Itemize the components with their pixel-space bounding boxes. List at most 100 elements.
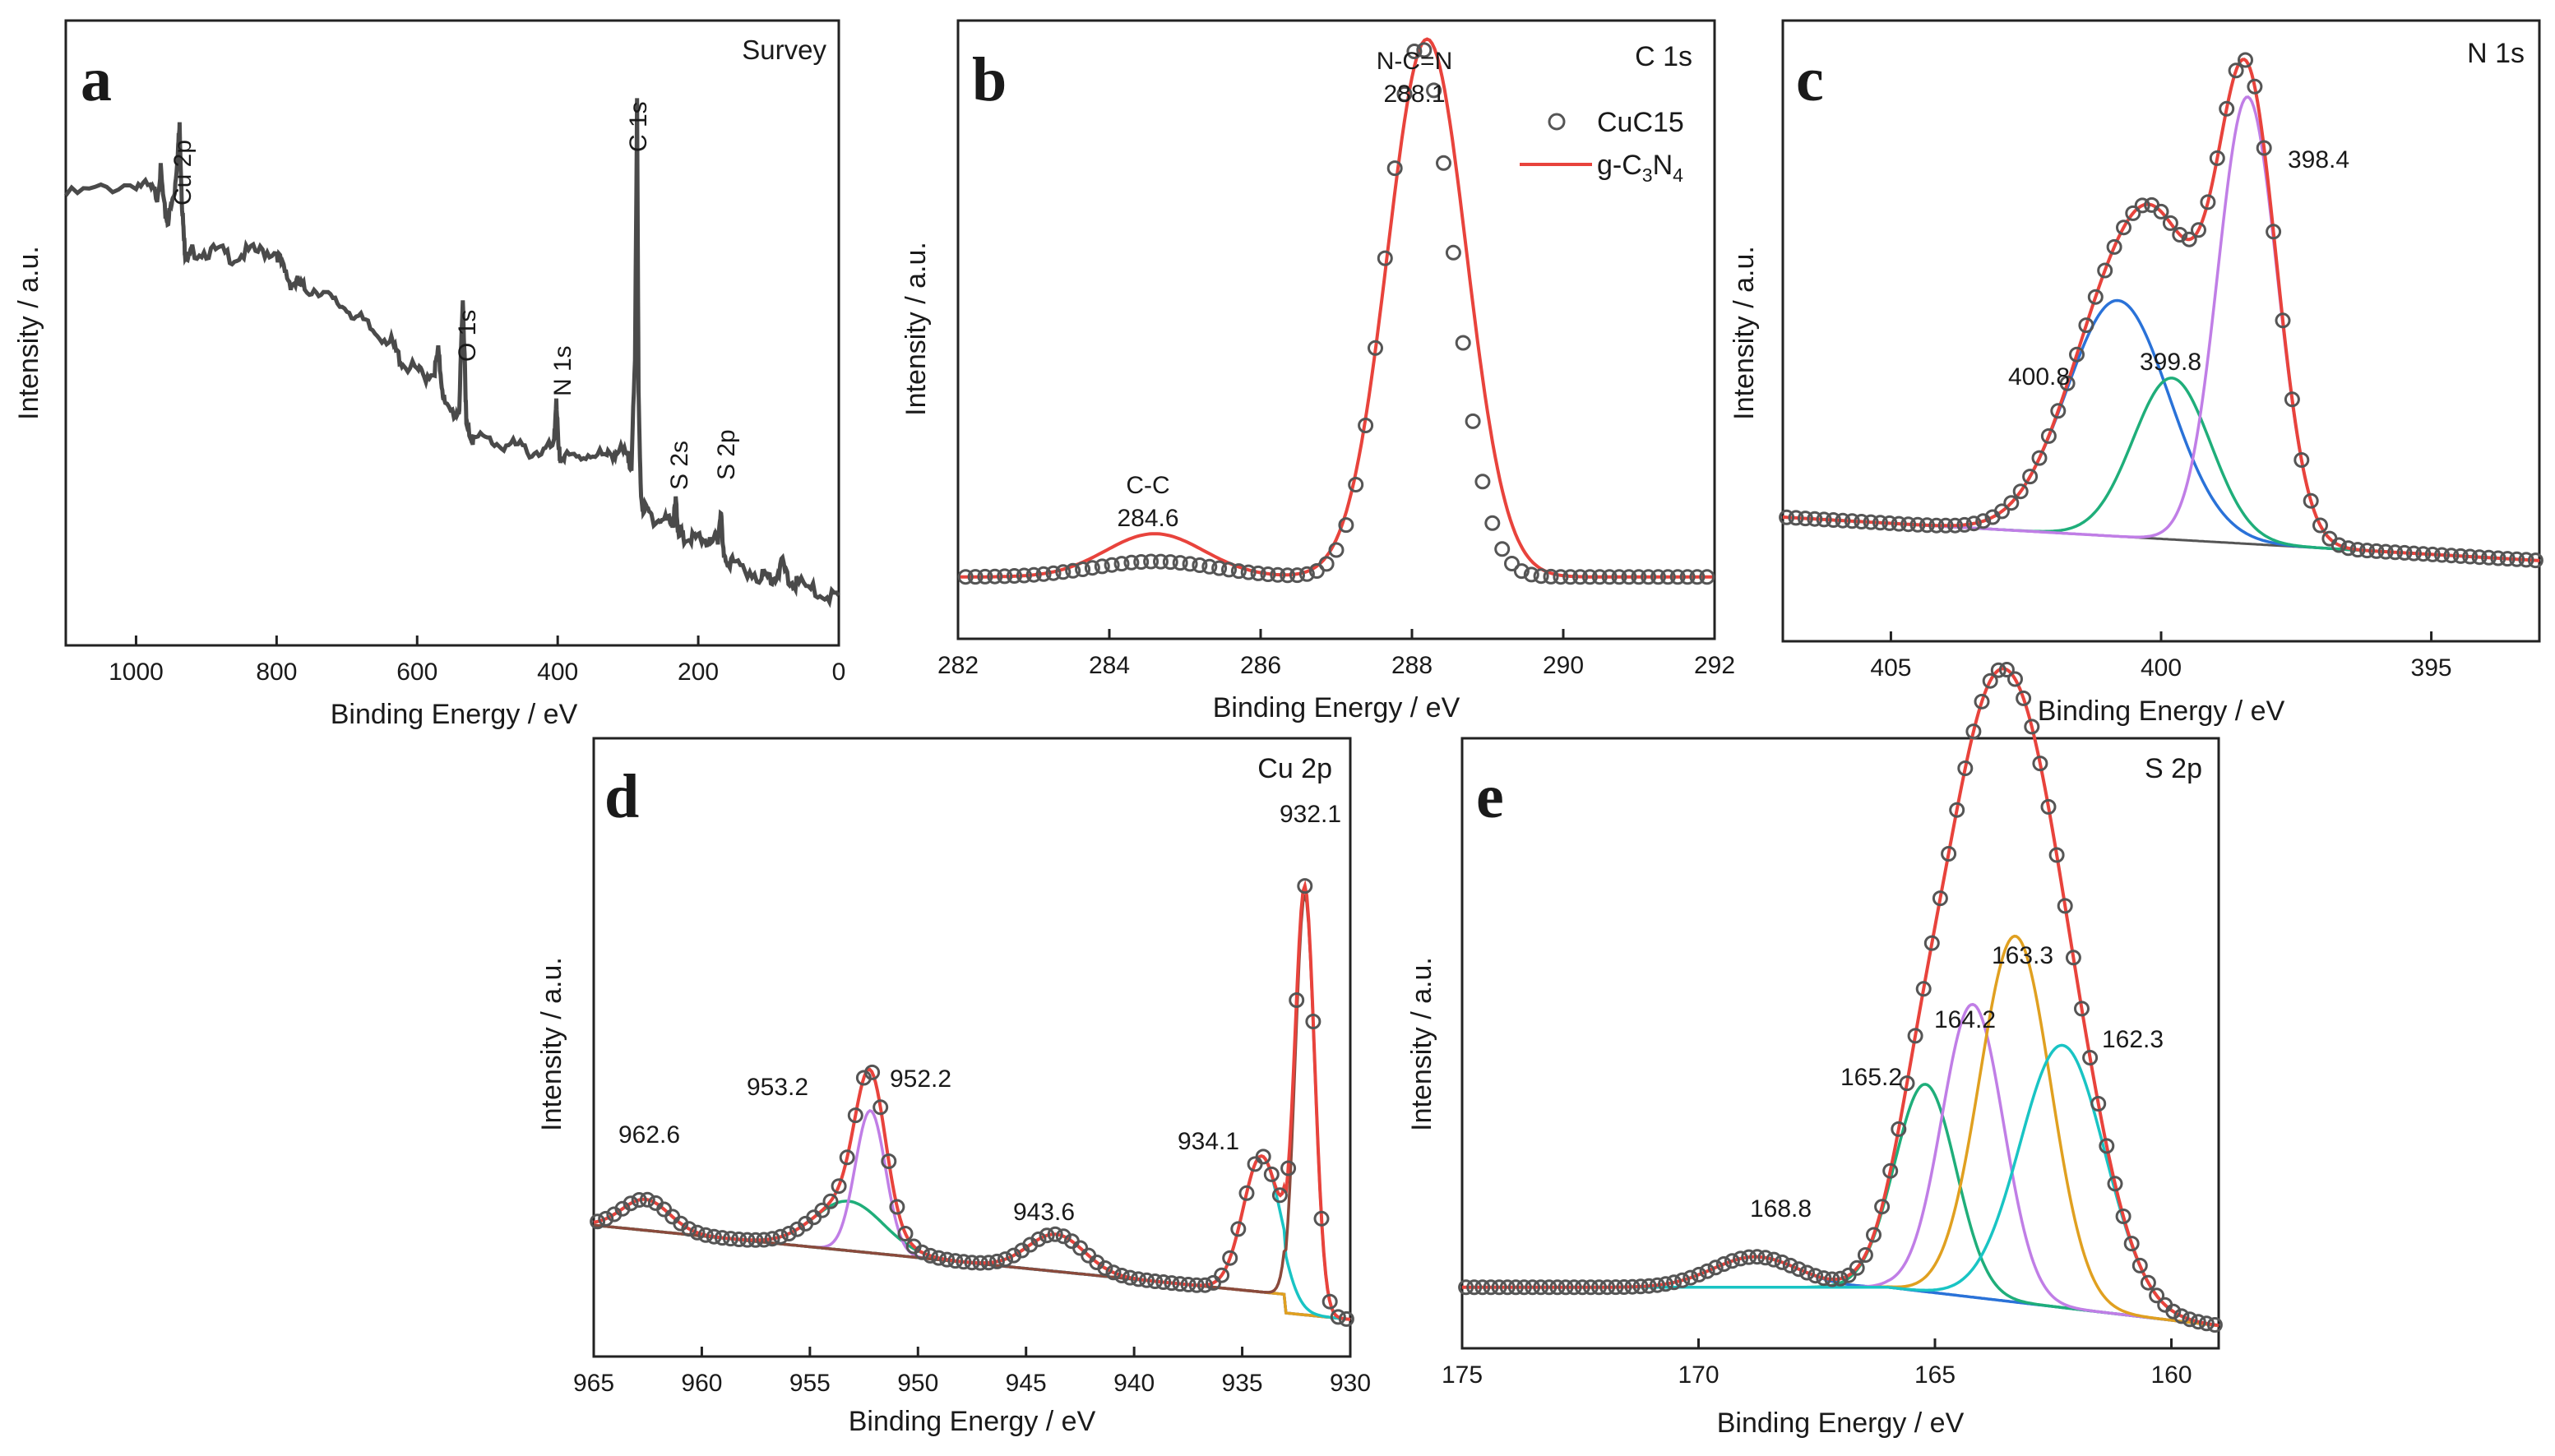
panel-d-data-point [1039,1227,1055,1244]
panel-c-letter: c [1796,45,1824,114]
panel-b-data-point [1221,562,1237,578]
panel-b-data-point [1591,569,1608,585]
panel-e-data-point [1824,1271,1840,1287]
panel-e-data-point [2182,1311,2198,1328]
panel-b-data-point [1689,569,1706,585]
panel-d-xtick-label-0: 965 [573,1370,614,1397]
panel-b-data-point [1641,569,1657,585]
panel-d-xlabel: Binding Energy / eV [849,1406,1096,1437]
panel-e-data-point [1882,1162,1899,1179]
panel-e-data-point [1998,662,2015,677]
panel-c: c N 1s 405 400 395 400.8 399.8 398.4 Bindi… [1729,19,2543,727]
panel-e-data-point [1774,1254,1790,1270]
panel-b-data-point [1368,340,1383,356]
panel-a: a Survey 1000 800 600 400 200 0 Cu 2p O 1s N … [13,19,845,730]
panel-e-data-point [1899,1075,1915,1092]
panel-b-data-point [1455,335,1471,351]
panel-c-data-point [2359,543,2375,559]
panel-e-data-point [2007,671,2023,687]
panel-c-data-point [2387,544,2404,561]
panel-d-data-point [1263,1166,1280,1182]
panel-c-data-point [2228,62,2244,79]
panel-b-data-point [997,568,1013,585]
panel-d-data-point [1147,1273,1164,1289]
panel-d-data-point [689,1224,706,1241]
panel-a-title: Survey [742,35,826,65]
panel-c-data-point [2059,375,2076,391]
panel-c-data-point [2097,262,2113,279]
panel-b-data-point [1143,553,1159,570]
panel-b-frame [956,19,1716,640]
panel-c-data-point [2518,552,2534,568]
panel-b-data-point [1328,542,1345,558]
panel-a-xlabel: Binding Energy / eV [331,699,578,730]
panel-c-data-point [2181,231,2197,247]
panel-e-data-point [2165,1303,2182,1320]
panel-e-ticks: 175 170 165 160 [1442,1338,2192,1389]
panel-e-xtick-label-0: 175 [1442,1361,1483,1389]
panel-d-data-point [1313,1210,1330,1227]
panel-e-data-point [1558,1279,1574,1296]
panel-c-data-point [2125,205,2141,221]
panel-e-xtick-label-1: 170 [1678,1361,1719,1389]
panel-c-data-point [1891,515,1907,532]
panel-c-data-point [2012,483,2029,500]
panel-e-data-point [2074,1001,2090,1017]
panel-e-data-point [1982,673,1998,689]
panel-c-data-point [1797,511,1813,527]
panel-d-data-point [931,1250,947,1266]
panel-e-data-point [2140,1274,2156,1291]
panel-c-data-point [1872,515,1888,531]
panel-d-data-point [1139,1272,1155,1288]
panel-e-data-point [2198,1315,2215,1332]
panel-e-data-point [2115,1209,2131,1224]
panel-c-data-point [1994,503,2010,520]
panel-b-data-point [1133,554,1150,570]
legend-n: N [1653,150,1673,181]
panel-b-data-point [1035,566,1052,582]
panel-d-data-point [1130,1271,1146,1287]
panel-e-markers [1458,662,2223,1333]
panel-c-data-point [2312,517,2328,534]
panel-b-data-point [1260,566,1276,582]
panel-e-data-point [2032,756,2048,772]
panel-c-data-point [2219,100,2235,117]
panel-b-data-point [1007,568,1022,584]
panel-c-data-point [2275,312,2291,329]
panel-d-data-point [1214,1267,1230,1283]
annot-d-934-1: 934.1 [1178,1128,1239,1155]
panel-e-data-point [1582,1279,1599,1296]
panel-b-data-point [1474,474,1491,490]
panel-e-data-point [1874,1199,1891,1215]
panel-e-data-point [1691,1266,1707,1283]
panel-b-data-point [1601,569,1618,585]
panel-c-data-point [2527,552,2543,569]
panel-b-data-point [1416,42,1433,58]
panel-d-data-point [1030,1231,1047,1247]
panel-d-frame [592,737,1352,1358]
panel-c-data-point [2116,220,2131,236]
panel-c-data-point [1826,512,1841,528]
panel-b-data-point [1631,569,1647,585]
panel-d-data-point [681,1221,697,1237]
panel-b-data-point [1025,566,1042,583]
panel-c-title: N 1s [2467,38,2525,69]
annot-c-400-8: 400.8 [2008,363,2070,391]
panel-d-data-point [872,1099,889,1116]
panel-d-markers [590,878,1354,1327]
annot-d-943-6: 943.6 [1013,1199,1075,1226]
panel-d-data-point [631,1192,647,1208]
annot-s-2s: S 2s [666,441,693,490]
panel-d-xtick-label-4: 945 [1006,1370,1047,1397]
panel-a-frame [64,19,840,647]
panel-c-data-point [1816,511,1832,528]
annot-d-953-2: 953.2 [747,1074,808,1101]
panel-b-data-point [1659,569,1676,585]
panel-e-data-point [2082,1050,2099,1065]
panel-e-data-point [1591,1279,1607,1296]
panel-e-data-point [2040,798,2057,815]
panel-b-data-point [1562,569,1579,585]
panel-b-data-point [1348,477,1364,492]
panel-d-data-point [623,1195,639,1212]
panel-d-ticks: 965 960 955 950 945 940 935 930 [573,1347,1371,1397]
